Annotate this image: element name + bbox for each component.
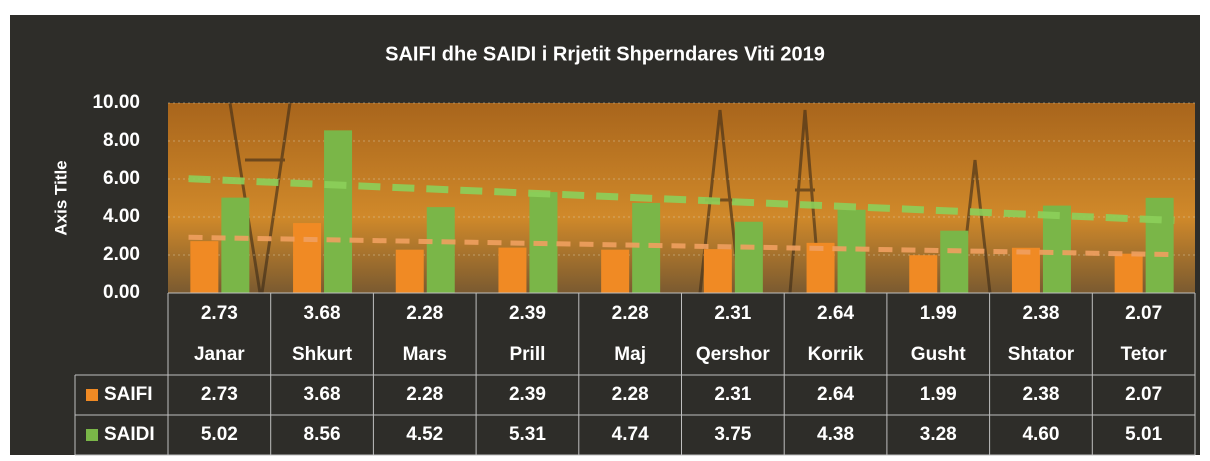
y-tick-label: 6.00 bbox=[103, 168, 140, 189]
bar bbox=[190, 241, 218, 293]
legend-label: SAIFI bbox=[104, 384, 153, 405]
bar bbox=[601, 250, 629, 293]
chart: SAIFI dhe SAIDI i Rrjetit Shperndares Vi… bbox=[0, 0, 1210, 461]
table-cell: 2.31 bbox=[714, 384, 751, 405]
table-cell: 4.52 bbox=[406, 424, 443, 445]
bar bbox=[940, 231, 968, 293]
bar bbox=[498, 248, 526, 293]
table-cell: 3.28 bbox=[920, 424, 957, 445]
table-cell: 2.64 bbox=[817, 384, 854, 405]
table-cell: 3.75 bbox=[714, 424, 751, 445]
x-tick-label: Shtator bbox=[1008, 344, 1075, 365]
x-tick-value-label: 2.28 bbox=[406, 303, 443, 324]
chart-title: SAIFI dhe SAIDI i Rrjetit Shperndares Vi… bbox=[385, 43, 825, 65]
x-tick-value-label: 2.73 bbox=[201, 303, 238, 324]
x-tick-value-label: 2.31 bbox=[714, 303, 751, 324]
table-cell: 2.28 bbox=[406, 384, 443, 405]
table-cell: 5.01 bbox=[1125, 424, 1162, 445]
bar bbox=[293, 223, 321, 293]
x-tick-value-label: 3.68 bbox=[304, 303, 341, 324]
y-axis-title: Axis Title bbox=[51, 160, 70, 235]
y-tick-label: 10.00 bbox=[92, 92, 140, 113]
x-tick-label: Mars bbox=[403, 344, 447, 365]
x-tick-label: Korrik bbox=[808, 344, 864, 365]
x-tick-label: Qershor bbox=[696, 344, 771, 365]
bar bbox=[1146, 198, 1174, 293]
bar bbox=[704, 249, 732, 293]
table-cell: 4.74 bbox=[612, 424, 649, 445]
table-cell: 2.28 bbox=[612, 384, 649, 405]
x-tick-label: Gusht bbox=[911, 344, 967, 365]
legend-swatch bbox=[86, 429, 98, 441]
table-cell: 4.38 bbox=[817, 424, 854, 445]
y-tick-label: 4.00 bbox=[103, 206, 140, 227]
x-tick-value-label: 1.99 bbox=[920, 303, 957, 324]
x-tick-label: Maj bbox=[614, 344, 646, 365]
bar bbox=[427, 207, 455, 293]
table-cell: 2.73 bbox=[201, 384, 238, 405]
table-cell: 3.68 bbox=[304, 384, 341, 405]
legend-swatch bbox=[86, 389, 98, 401]
x-tick-label: Tetor bbox=[1121, 344, 1168, 365]
bar bbox=[909, 255, 937, 293]
y-tick-label: 0.00 bbox=[103, 282, 140, 303]
y-tick-label: 8.00 bbox=[103, 130, 140, 151]
bar bbox=[396, 250, 424, 293]
x-tick-value-label: 2.38 bbox=[1022, 303, 1059, 324]
table-cell: 5.02 bbox=[201, 424, 238, 445]
table-cell: 1.99 bbox=[920, 384, 957, 405]
x-tick-value-label: 2.28 bbox=[612, 303, 649, 324]
table-cell: 8.56 bbox=[304, 424, 341, 445]
table-cell: 5.31 bbox=[509, 424, 546, 445]
x-tick-label: Shkurt bbox=[292, 344, 353, 365]
legend-label: SAIDI bbox=[104, 424, 155, 445]
x-tick-value-label: 2.07 bbox=[1125, 303, 1162, 324]
table-cell: 2.07 bbox=[1125, 384, 1162, 405]
table-cell: 4.60 bbox=[1022, 424, 1059, 445]
y-tick-label: 2.00 bbox=[103, 244, 140, 265]
x-tick-value-label: 2.39 bbox=[509, 303, 546, 324]
x-tick-label: Janar bbox=[194, 344, 245, 365]
x-tick-value-label: 2.64 bbox=[817, 303, 854, 324]
table-cell: 2.39 bbox=[509, 384, 546, 405]
x-tick-label: Prill bbox=[509, 344, 545, 365]
bar bbox=[735, 222, 763, 293]
bar bbox=[1012, 248, 1040, 293]
bar bbox=[324, 130, 352, 293]
bar bbox=[1115, 254, 1143, 293]
table-cell: 2.38 bbox=[1022, 384, 1059, 405]
bar bbox=[221, 198, 249, 293]
